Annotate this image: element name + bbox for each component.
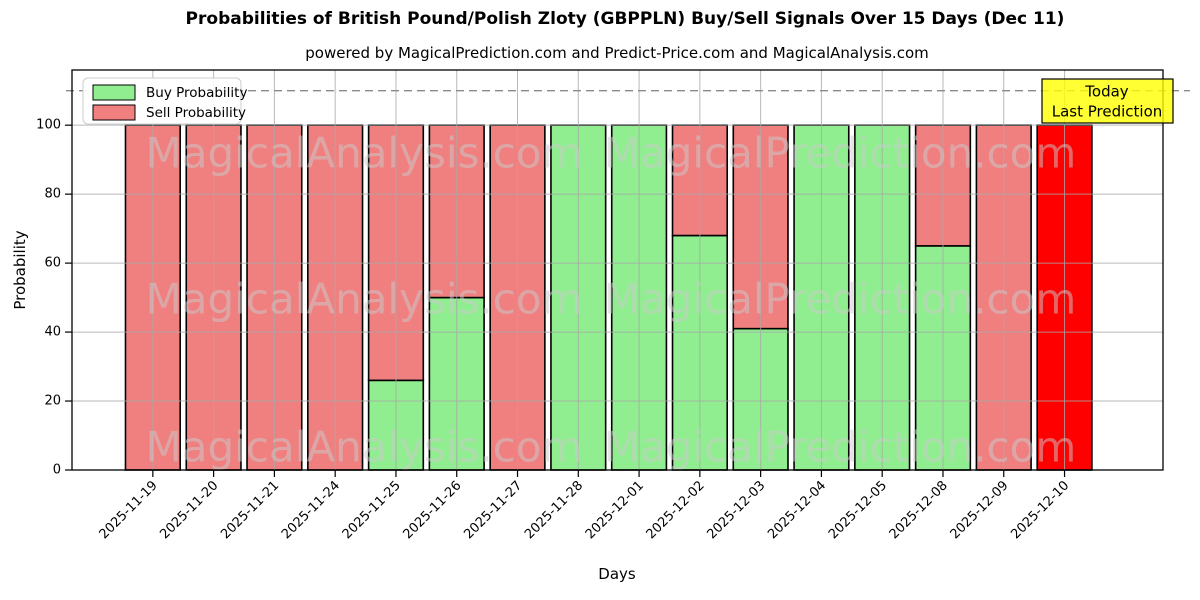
x-tick-label: 2025-12-01 bbox=[583, 478, 647, 542]
x-axis-title: Days bbox=[598, 565, 636, 583]
watermarks-layer: MagicalAnalysis.com MagicalPrediction.com… bbox=[146, 129, 1077, 472]
x-tick-label: 2025-11-28 bbox=[522, 478, 586, 542]
x-tick-label: 2025-12-08 bbox=[887, 478, 951, 542]
watermark-right: MagicalPrediction.com bbox=[604, 423, 1077, 472]
legend: Buy Probability Sell Probability bbox=[82, 77, 247, 125]
y-tick-label: 100 bbox=[36, 118, 61, 133]
watermark-left: MagicalAnalysis.com bbox=[146, 129, 583, 178]
y-tick-label: 80 bbox=[44, 187, 61, 202]
gridlines-layer bbox=[72, 70, 1163, 470]
x-tick-label: 2025-12-04 bbox=[765, 478, 829, 542]
today-annotation-line2: Last Prediction bbox=[1052, 103, 1163, 121]
today-annotation-line1: Today bbox=[1084, 83, 1129, 101]
x-tick-label: 2025-12-03 bbox=[704, 478, 768, 542]
legend-label-sell: Sell Probability bbox=[146, 105, 246, 121]
y-tick-label: 40 bbox=[44, 325, 61, 340]
x-tick-label: 2025-12-05 bbox=[826, 478, 890, 542]
watermark-right: MagicalPrediction.com bbox=[604, 275, 1077, 324]
legend-swatch-sell bbox=[92, 104, 136, 121]
x-tick-label: 2025-11-19 bbox=[97, 478, 161, 542]
y-axis-title: Probability bbox=[11, 230, 29, 309]
x-tick-label: 2025-11-26 bbox=[401, 478, 465, 542]
legend-label-buy: Buy Probability bbox=[146, 85, 247, 101]
plot-frame bbox=[71, 69, 1164, 471]
today-annotation-box bbox=[1041, 78, 1174, 124]
today-annotation: Today Last Prediction bbox=[1041, 78, 1174, 124]
legend-swatch-buy bbox=[92, 84, 136, 101]
x-tick-label: 2025-12-09 bbox=[948, 478, 1012, 542]
watermark-left: MagicalAnalysis.com bbox=[146, 275, 583, 324]
x-tick-label: 2025-11-21 bbox=[218, 478, 282, 542]
x-tick-label: 2025-11-25 bbox=[340, 478, 404, 542]
y-tick-label: 20 bbox=[44, 394, 61, 409]
x-tick-label: 2025-11-20 bbox=[157, 478, 221, 542]
x-tick-label: 2025-12-10 bbox=[1008, 478, 1072, 542]
y-tick-label: 60 bbox=[44, 256, 61, 271]
y-tick-label: 0 bbox=[53, 463, 61, 478]
x-tick-label: 2025-12-02 bbox=[644, 478, 708, 542]
watermark-right: MagicalPrediction.com bbox=[604, 129, 1077, 178]
watermark-left: MagicalAnalysis.com bbox=[146, 423, 583, 472]
chart-title: Probabilities of British Pound/Polish Zl… bbox=[186, 9, 1065, 29]
chart-subtitle: powered by MagicalPrediction.com and Pre… bbox=[305, 44, 929, 62]
x-tick-label: 2025-11-27 bbox=[461, 478, 525, 542]
x-tick-label: 2025-11-24 bbox=[279, 478, 343, 542]
